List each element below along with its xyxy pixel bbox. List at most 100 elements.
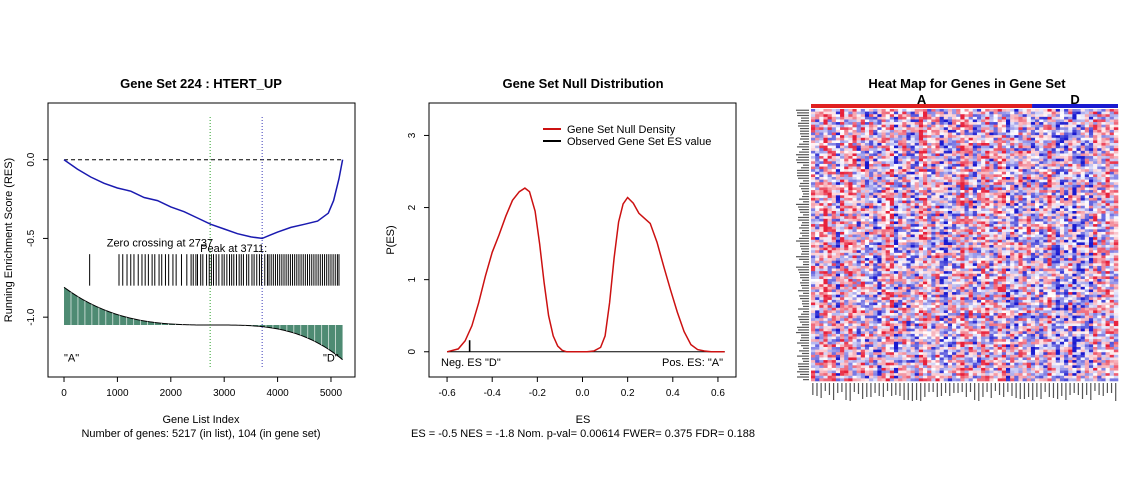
heatmap-cell [1023,263,1027,266]
heatmap-cell [873,138,877,141]
heatmap-cell [886,240,890,243]
heatmap-cell [1114,208,1118,211]
heatmap-cell [882,117,886,120]
heatmap-cell [1002,172,1006,175]
heatmap-cell [852,125,856,128]
heatmap-cell [886,114,890,117]
heatmap-cell [1027,266,1031,269]
heatmap-cell [1002,153,1006,156]
heatmap-cell [1031,229,1035,232]
heatmap-cell [819,235,823,238]
heatmap-cell [815,148,819,151]
heatmap-cell [840,258,844,261]
heatmap-cell [1047,229,1051,232]
heatmap-cell [1081,161,1085,164]
heatmap-cell [1072,161,1076,164]
heatmap-cell [944,185,948,188]
heatmap-cell [877,159,881,162]
heatmap-cell [944,276,948,279]
heatmap-cell [956,112,960,115]
heatmap-cell [1006,232,1010,235]
heatmap-cell [981,232,985,235]
heatmap-cell [948,227,952,230]
heatmap-cell [965,242,969,245]
heatmap-cell [1101,208,1105,211]
heatmap-cell [823,229,827,232]
heatmap-cell [973,180,977,183]
heatmap-cell [882,198,886,201]
heatmap-cell [906,261,910,264]
heatmap-cell [898,193,902,196]
heatmap-cell [1060,125,1064,128]
heatmap-cell [890,140,894,143]
heatmap-cell [877,274,881,277]
heatmap-cell [906,169,910,172]
heatmap-cell [811,156,815,159]
heatmap-cell [977,245,981,248]
heatmap-cell [1027,169,1031,172]
heatmap-cell [1014,235,1018,238]
heatmap-cell [1110,182,1114,185]
heatmap-cell [911,119,915,122]
heatmap-cell [890,245,894,248]
heatmap-cell [828,263,832,266]
heatmap-cell [989,169,993,172]
heatmap-cell [815,201,819,204]
heatmap-cell [956,242,960,245]
heatmap-cell [960,201,964,204]
heatmap-cell [848,276,852,279]
heatmap-cell [927,195,931,198]
heatmap-cell [1077,248,1081,251]
heatmap-cell [869,237,873,240]
heatmap-cell [1060,148,1064,151]
heatmap-cell [1006,276,1010,279]
heatmap-cell [890,237,894,240]
heatmap-cell [1023,185,1027,188]
heatmap-cell [1110,180,1114,183]
heatmap-cell [989,261,993,264]
heatmap-cell [811,177,815,180]
heatmap-cell [1052,235,1056,238]
heatmap-cell [948,138,952,141]
heatmap-cell [882,208,886,211]
heatmap-cell [952,229,956,232]
heatmap-cell [927,211,931,214]
heatmap-cell [1114,245,1118,248]
heatmap-cell [1023,240,1027,243]
heatmap-cell [923,266,927,269]
heatmap-cell [977,125,981,128]
heatmap-cell [1010,224,1014,227]
heatmap-cell [994,250,998,253]
heatmap-cell [823,258,827,261]
heatmap-cell [890,258,894,261]
heatmap-cell [1101,248,1105,251]
heatmap-cell [869,235,873,238]
heatmap-cell [919,169,923,172]
heatmap-cell [1110,125,1114,128]
heatmap-cell [1097,156,1101,159]
x-tick-label: -0.4 [484,388,502,399]
heatmap-cell [981,219,985,222]
heatmap-cell [1097,153,1101,156]
heatmap-cell [998,208,1002,211]
heatmap-cell [952,276,956,279]
heatmap-cell [981,235,985,238]
heatmap-cell [1106,214,1110,217]
heatmap-cell [894,119,898,122]
heatmap-cell [994,159,998,162]
heatmap-cell [865,112,869,115]
heatmap-cell [977,206,981,209]
heatmap-cell [890,232,894,235]
heatmap-cell [836,216,840,219]
heatmap-cell [819,208,823,211]
heatmap-cell [898,198,902,201]
heatmap-cell [1072,224,1076,227]
heatmap-cell [840,248,844,251]
heatmap-cell [915,227,919,230]
heatmap-cell [911,190,915,193]
heatmap-cell [873,235,877,238]
heatmap-cell [965,224,969,227]
heatmap-cell [1110,221,1114,224]
heatmap-cell [828,219,832,222]
heatmap-cell [1064,198,1068,201]
